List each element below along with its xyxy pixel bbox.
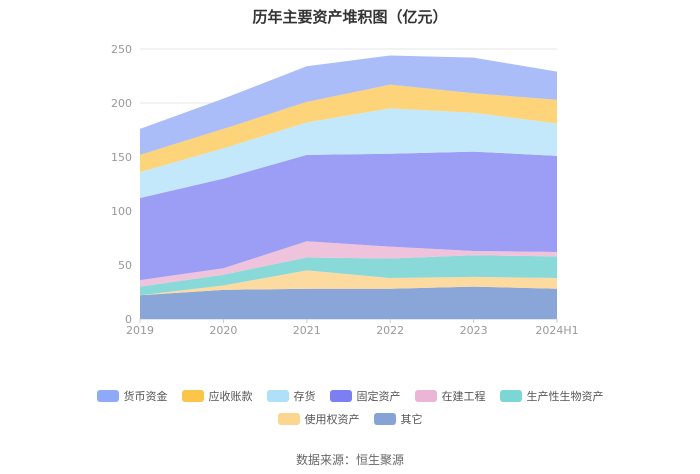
y-tick-label: 50 xyxy=(118,259,132,272)
source-note: 数据来源：恒生聚源 xyxy=(295,453,404,467)
legend-label: 应收账款 xyxy=(208,390,253,403)
area-series xyxy=(140,270,557,296)
legend-row-1: 货币资金 应收账款 存货 固定资产 在建工程 生产性生物资产 xyxy=(0,388,700,404)
axes: 0 50 100 150 200 250 2019 2020 2021 2022 2023 2024H… xyxy=(111,43,579,337)
stacked-areas xyxy=(140,55,557,319)
area-series xyxy=(140,55,557,155)
area-series xyxy=(140,151,557,281)
area-series xyxy=(140,84,557,173)
legend-label: 货币资金 xyxy=(123,390,168,403)
chart-title: 历年主要资产堆积图（亿元） xyxy=(252,8,448,26)
x-tick-label: 2024H1 xyxy=(535,324,578,337)
y-tick-label: 100 xyxy=(111,205,132,218)
legend-label: 使用权资产 xyxy=(304,413,360,426)
area-series xyxy=(140,108,557,199)
legend-item[interactable]: 货币资金 xyxy=(96,388,168,404)
y-tick-label: 0 xyxy=(125,313,132,326)
legend-row-2: 使用权资产 其它 xyxy=(0,411,700,427)
legend-item[interactable]: 固定资产 xyxy=(329,388,401,404)
x-tick-label: 2019 xyxy=(126,324,154,337)
legend-item[interactable]: 在建工程 xyxy=(414,388,486,404)
y-tick-label: 150 xyxy=(111,151,132,164)
legend-label: 固定资产 xyxy=(356,390,401,403)
legend-item[interactable]: 应收账款 xyxy=(181,388,253,404)
legend-label: 其它 xyxy=(400,413,423,426)
x-tick-label: 2023 xyxy=(460,324,488,337)
area-series xyxy=(140,286,557,319)
y-tick-label: 200 xyxy=(111,97,132,110)
y-tick-label: 250 xyxy=(111,43,132,56)
legend-label: 生产性生物资产 xyxy=(526,390,604,403)
legend-label: 存货 xyxy=(293,390,316,403)
legend-swatch xyxy=(181,390,204,402)
legend-swatch xyxy=(277,413,300,425)
legend-swatch xyxy=(266,390,289,402)
legend-label: 在建工程 xyxy=(441,390,486,403)
legend-swatch xyxy=(414,390,437,402)
legend: 货币资金 应收账款 存货 固定资产 在建工程 生产性生物资产 使用权资产 其它 xyxy=(0,388,700,434)
legend-swatch xyxy=(329,390,352,402)
area-series xyxy=(140,255,557,296)
legend-item[interactable]: 存货 xyxy=(266,388,316,404)
legend-item[interactable]: 生产性生物资产 xyxy=(499,388,604,404)
legend-item[interactable]: 使用权资产 xyxy=(277,411,360,427)
x-tick-label: 2021 xyxy=(293,324,321,337)
x-tick-label: 2020 xyxy=(209,324,237,337)
area-series xyxy=(140,241,557,287)
legend-swatch xyxy=(499,390,522,402)
legend-swatch xyxy=(373,413,396,425)
legend-swatch xyxy=(96,390,119,402)
x-tick-label: 2022 xyxy=(376,324,404,337)
legend-item[interactable]: 其它 xyxy=(373,411,423,427)
